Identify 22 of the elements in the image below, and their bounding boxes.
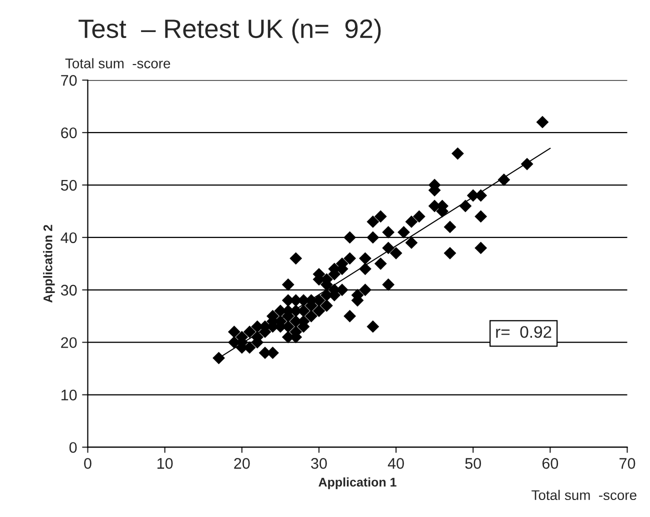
y-tick-label: 60 (61, 127, 77, 138)
y-tick-label: 50 (60, 180, 77, 191)
text: Total sum -score (532, 490, 636, 500)
text: Total sum -score (65, 58, 170, 68)
x-tick-label: 0 (84, 458, 92, 469)
x-tick-label: 10 (157, 458, 173, 469)
y-tick-label: 40 (60, 232, 77, 244)
x-tick-label: 20 (234, 458, 250, 469)
chart-title: Test – Retest UK (n= 92) (78, 18, 381, 44)
x-axis-title: Application 1 (318, 477, 396, 490)
y-tick-label: 20 (61, 337, 77, 348)
y-tick-label: 10 (62, 390, 77, 400)
x-tick-label: 30 (311, 458, 327, 469)
x-tick-label: 60 (542, 458, 558, 469)
y-axis-title: Application 2 (43, 224, 55, 303)
y-tick-label: 70 (61, 75, 77, 86)
x-tick-label: 70 (620, 458, 636, 469)
annotation: r= 0.92 (496, 326, 552, 338)
x-tick-label: 50 (465, 458, 482, 469)
x-tick-label: 40 (388, 458, 404, 469)
y-tick-label: 30 (60, 284, 77, 296)
y-tick-label: 0 (69, 442, 77, 453)
